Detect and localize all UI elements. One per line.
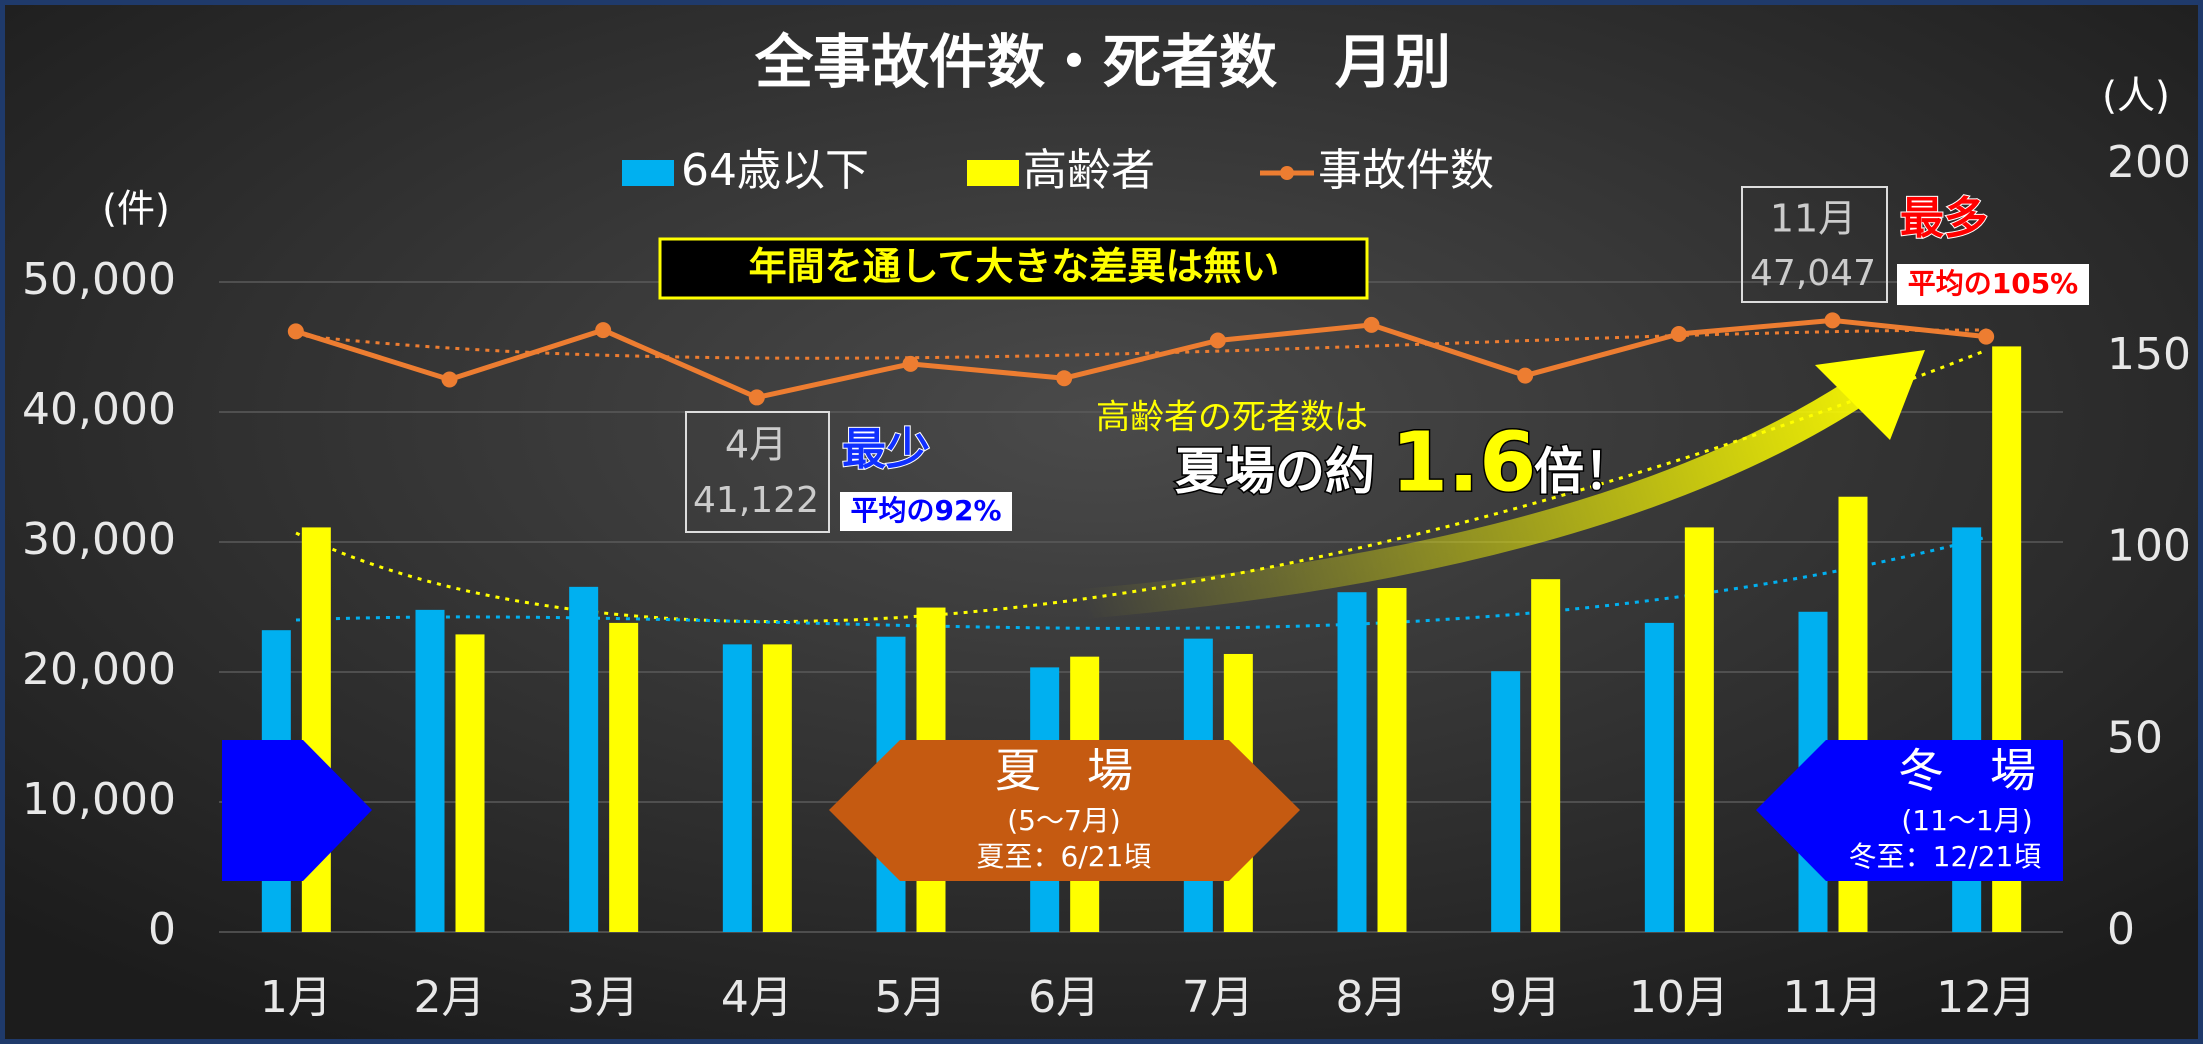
- y2-tick-label: 50: [2107, 712, 2163, 763]
- max-label: 最多: [1900, 193, 1988, 244]
- winter-badge: [1756, 740, 2063, 881]
- y-tick-label: 20,000: [22, 644, 176, 695]
- bar: [1684, 527, 1714, 932]
- bar: [1491, 671, 1521, 932]
- y-tick-label: 10,000: [22, 774, 176, 825]
- season-solstice: 冬至：12/21頃: [1849, 840, 2042, 873]
- legend-label: 高齢者: [1023, 145, 1155, 196]
- ratio-box: [840, 492, 1012, 531]
- note: 倍！: [1534, 443, 1634, 501]
- x-tick-label: 7月: [1182, 972, 1254, 1023]
- x-tick-label: 5月: [875, 972, 947, 1023]
- y2-tick-label: 200: [2107, 137, 2191, 188]
- season-label: 夏 場: [995, 744, 1133, 798]
- line-marker: [902, 355, 919, 372]
- bar: [455, 634, 485, 932]
- bar: [1531, 579, 1561, 932]
- line-marker: [1363, 316, 1380, 333]
- line-marker: [1209, 332, 1226, 349]
- x-tick-label: 10月: [1629, 972, 1729, 1023]
- season-label: 冬 場: [1898, 744, 2036, 798]
- bar: [1644, 622, 1674, 932]
- legend-swatch: [622, 160, 674, 186]
- data-label: 47,047: [1750, 253, 1876, 294]
- bar: [415, 609, 445, 932]
- line-marker: [1056, 370, 1073, 387]
- arrow-head: [1815, 350, 1925, 440]
- note-box: [658, 237, 1369, 300]
- ratio-label: 平均の105%: [1908, 267, 2079, 300]
- bar: [722, 644, 752, 932]
- x-tick-label: 2月: [414, 972, 486, 1023]
- bar: [569, 586, 599, 932]
- line-marker: [748, 389, 765, 406]
- line-marker: [287, 323, 304, 340]
- y2-tick-label: 0: [2107, 904, 2135, 955]
- ratio-box: [1897, 264, 2089, 305]
- line: [295, 317, 1987, 401]
- x-tick-label: 8月: [1336, 972, 1408, 1023]
- legend-label: 64歳以下: [681, 145, 869, 196]
- y-tick-label: 40,000: [22, 384, 176, 435]
- data-label: 41,122: [693, 480, 819, 521]
- line-marker: [595, 322, 612, 339]
- x-tick-label: 6月: [1028, 972, 1100, 1023]
- bar: [762, 644, 792, 932]
- x-tick-label: 11月: [1783, 972, 1883, 1023]
- x-tick-label: 12月: [1936, 972, 2036, 1023]
- callout-box: [685, 411, 830, 533]
- note-factor: 1.6: [1391, 415, 1536, 510]
- y2-tick-label: 100: [2107, 521, 2191, 572]
- legend-swatch: [1280, 166, 1294, 180]
- x-tick-label: 1月: [260, 972, 332, 1023]
- winter-arrow: [222, 740, 372, 881]
- bar: [609, 622, 639, 932]
- y-tick-label: 0: [148, 904, 176, 955]
- line-marker: [1978, 328, 1995, 345]
- line-marker: [1824, 312, 1841, 329]
- chart-title: 全事故件数・死者数 月別: [754, 28, 1451, 96]
- x-tick-label: 3月: [567, 972, 639, 1023]
- line-marker: [1670, 326, 1687, 342]
- x-tick-label: 9月: [1489, 972, 1561, 1023]
- y2-axis-label: (人): [2102, 74, 2170, 118]
- y-axis-label: (件): [102, 187, 170, 231]
- season-months: (5〜7月): [1007, 804, 1120, 837]
- season-months: (11〜1月): [1901, 804, 2032, 837]
- y-tick-label: 30,000: [22, 514, 176, 565]
- season-solstice: 夏至：6/21頃: [977, 840, 1152, 873]
- note: 年間を通して大きな差異は無い: [749, 245, 1280, 289]
- min-label: 最少: [842, 424, 930, 475]
- line-marker: [441, 371, 458, 388]
- x-tick-label: 4月: [721, 972, 793, 1023]
- arrow: [1080, 377, 1869, 619]
- legend-swatch: [967, 160, 1019, 186]
- ratio-label: 平均の92%: [850, 494, 1001, 527]
- callout-box: [1741, 186, 1888, 303]
- bar: [1337, 592, 1367, 932]
- note: 夏場の約: [1175, 443, 1375, 501]
- callout-month: 11月: [1770, 197, 1856, 241]
- line-marker: [1517, 367, 1534, 384]
- summer-badge: [829, 740, 1300, 881]
- y2-tick-label: 150: [2107, 329, 2191, 380]
- bar: [1377, 588, 1407, 932]
- legend-label: 事故件数: [1318, 145, 1494, 196]
- y-tick-label: 50,000: [22, 254, 176, 305]
- callout-month: 4月: [725, 423, 787, 467]
- note: 高齢者の死者数は: [1096, 398, 1368, 438]
